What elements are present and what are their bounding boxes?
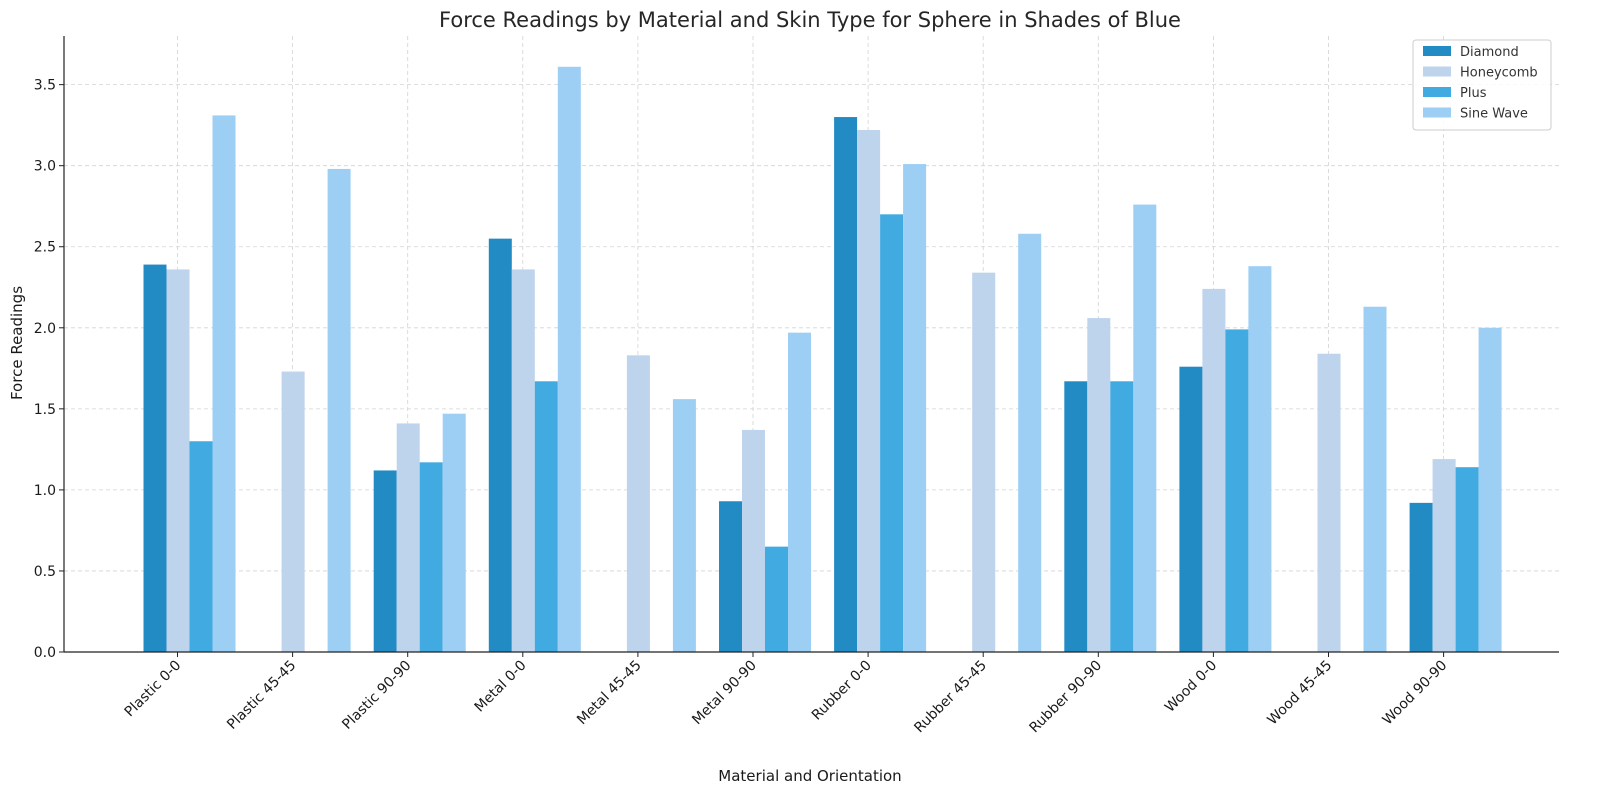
x-tick-label: Wood 90-90	[1380, 658, 1451, 729]
bar	[1110, 381, 1134, 652]
bar	[1018, 233, 1042, 652]
bar	[511, 269, 535, 652]
bar	[419, 462, 443, 652]
axes	[63, 36, 1559, 653]
legend-label: Plus	[1460, 86, 1487, 101]
chart-title: Force Readings by Material and Skin Type…	[439, 8, 1181, 32]
bar	[1248, 266, 1272, 652]
bar	[557, 66, 581, 653]
bar	[1202, 288, 1226, 652]
bar	[788, 332, 811, 652]
bar	[1179, 366, 1203, 652]
bar	[1317, 353, 1341, 652]
x-tick-label: Metal 90-90	[689, 658, 760, 729]
bar	[166, 269, 190, 652]
bar	[903, 164, 927, 652]
y-ticks: 0.0 0.5 1.0 1.5 2.0 2.5 3.0 3.5	[34, 78, 64, 661]
bar	[1432, 459, 1456, 652]
bar	[488, 238, 512, 652]
bar	[143, 264, 167, 652]
bar	[834, 117, 858, 653]
legend: Diamond Honeycomb Plus Sine Wave	[1412, 39, 1552, 131]
bar	[857, 130, 881, 652]
bar	[1064, 381, 1088, 652]
x-tick-label: Plastic 90-90	[339, 658, 414, 733]
bar	[1455, 467, 1479, 652]
bar	[1409, 502, 1433, 652]
y-tick-label: 0.0	[34, 645, 56, 661]
bars	[143, 66, 1502, 653]
bar	[442, 413, 466, 652]
x-axis-label: Material and Orientation	[718, 767, 901, 785]
bar	[1225, 329, 1249, 652]
x-ticks: Plastic 0-0 Plastic 45-45 Plastic 90-90 Met…	[122, 652, 1451, 737]
bar	[1133, 204, 1157, 652]
bar	[672, 399, 696, 652]
bar	[972, 272, 996, 652]
bar	[1087, 318, 1111, 652]
y-tick-label: 3.5	[34, 78, 56, 94]
y-tick-label: 0.5	[34, 564, 56, 580]
y-tick-label: 2.0	[34, 321, 56, 337]
bar	[373, 470, 397, 652]
bar	[742, 429, 765, 652]
bar	[189, 441, 213, 652]
bar	[765, 546, 788, 652]
x-tick-label: Plastic 0-0	[122, 658, 185, 721]
bar	[626, 355, 650, 652]
x-tick-label: Wood 0-0	[1162, 658, 1220, 716]
x-tick-label: Plastic 45-45	[224, 658, 299, 733]
bar	[1363, 306, 1387, 652]
bar	[1478, 327, 1502, 652]
legend-label: Honeycomb	[1460, 66, 1538, 81]
y-tick-label: 1.5	[34, 402, 56, 418]
y-tick-label: 3.0	[34, 159, 56, 175]
legend-swatch	[1423, 46, 1451, 56]
x-tick-label: Rubber 45-45	[911, 658, 990, 737]
y-tick-label: 1.0	[34, 483, 56, 499]
legend-swatch	[1423, 66, 1451, 77]
bar	[281, 371, 305, 652]
x-tick-label: Rubber 0-0	[809, 658, 875, 724]
x-tick-label: Wood 45-45	[1264, 658, 1335, 729]
bar	[396, 423, 420, 652]
legend-label: Sine Wave	[1460, 107, 1528, 122]
bar	[212, 115, 236, 652]
y-tick-label: 2.5	[34, 240, 56, 256]
x-tick-label: Metal 0-0	[472, 658, 530, 716]
legend-swatch	[1423, 87, 1451, 97]
legend-swatch	[1423, 107, 1451, 118]
bar	[327, 168, 351, 652]
bar	[719, 501, 742, 652]
x-tick-label: Metal 45-45	[574, 658, 645, 729]
bar	[880, 214, 904, 652]
bar	[534, 381, 558, 652]
y-axis-label: Force Readings	[8, 286, 26, 400]
x-tick-label: Rubber 90-90	[1026, 658, 1105, 737]
legend-label: Diamond	[1460, 45, 1519, 60]
